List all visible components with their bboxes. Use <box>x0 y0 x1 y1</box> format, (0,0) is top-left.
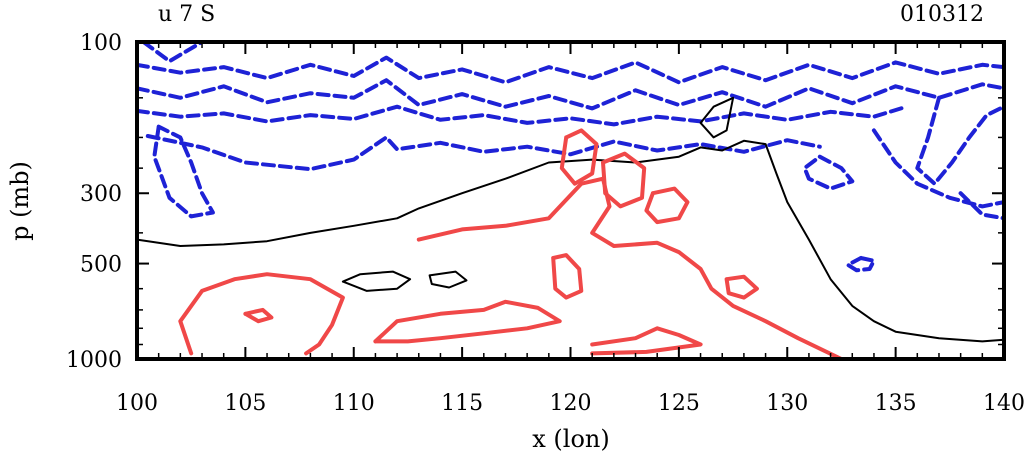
x-tick-label: 110 <box>333 391 375 416</box>
contour-lines <box>137 42 1004 359</box>
chart-title-left: u 7 S <box>158 2 215 27</box>
positive-contour-15 <box>178 272 345 356</box>
y-axis-label: p (mb) <box>6 161 34 241</box>
y-axis: 100 300 500 1000 <box>66 31 1004 373</box>
positive-contour-16 <box>243 307 274 324</box>
zero-contour-14 <box>428 270 468 289</box>
negative-contour-8 <box>915 95 1004 186</box>
positive-contour-18 <box>416 176 844 359</box>
negative-contour-10 <box>958 191 1004 221</box>
y-tick-label: 1000 <box>66 348 122 373</box>
x-tick-label: 125 <box>658 391 700 416</box>
x-axis: 100 105 110 115 120 125 130 135 140 <box>116 42 1025 416</box>
x-tick-label: 135 <box>875 391 917 416</box>
y-tick-label: 500 <box>80 253 122 278</box>
positive-contour-19 <box>559 128 599 186</box>
x-tick-label: 130 <box>766 391 808 416</box>
positive-contour-21 <box>644 186 690 225</box>
x-tick-label: 115 <box>441 391 483 416</box>
positive-contour-17 <box>373 299 562 344</box>
positive-contour-23 <box>590 326 703 356</box>
negative-contour-0 <box>141 42 204 64</box>
negative-contour-7 <box>845 256 876 273</box>
zero-contour-11 <box>137 139 1004 343</box>
x-tick-label: 100 <box>116 391 158 416</box>
positive-contour-24 <box>724 274 759 300</box>
negative-contour-5 <box>145 134 822 172</box>
x-tick-label: 105 <box>224 391 266 416</box>
positive-contour-22 <box>551 253 584 300</box>
chart-title-right: 010312 <box>900 2 984 27</box>
positive-contour-20 <box>601 151 647 209</box>
negative-contour-9 <box>871 128 1004 209</box>
zero-contour-12 <box>699 96 735 139</box>
zero-contour-13 <box>341 270 412 292</box>
y-tick-label: 100 <box>80 31 122 56</box>
x-tick-label: 120 <box>550 391 592 416</box>
y-tick-label: 300 <box>80 182 122 207</box>
negative-contour-1 <box>137 55 1004 85</box>
negative-contour-3 <box>137 104 909 127</box>
negative-contour-4 <box>152 124 215 219</box>
x-tick-label: 140 <box>983 391 1025 416</box>
negative-contour-6 <box>802 154 855 191</box>
negative-contour-2 <box>137 78 1004 111</box>
x-axis-label: x (lon) <box>532 425 609 453</box>
